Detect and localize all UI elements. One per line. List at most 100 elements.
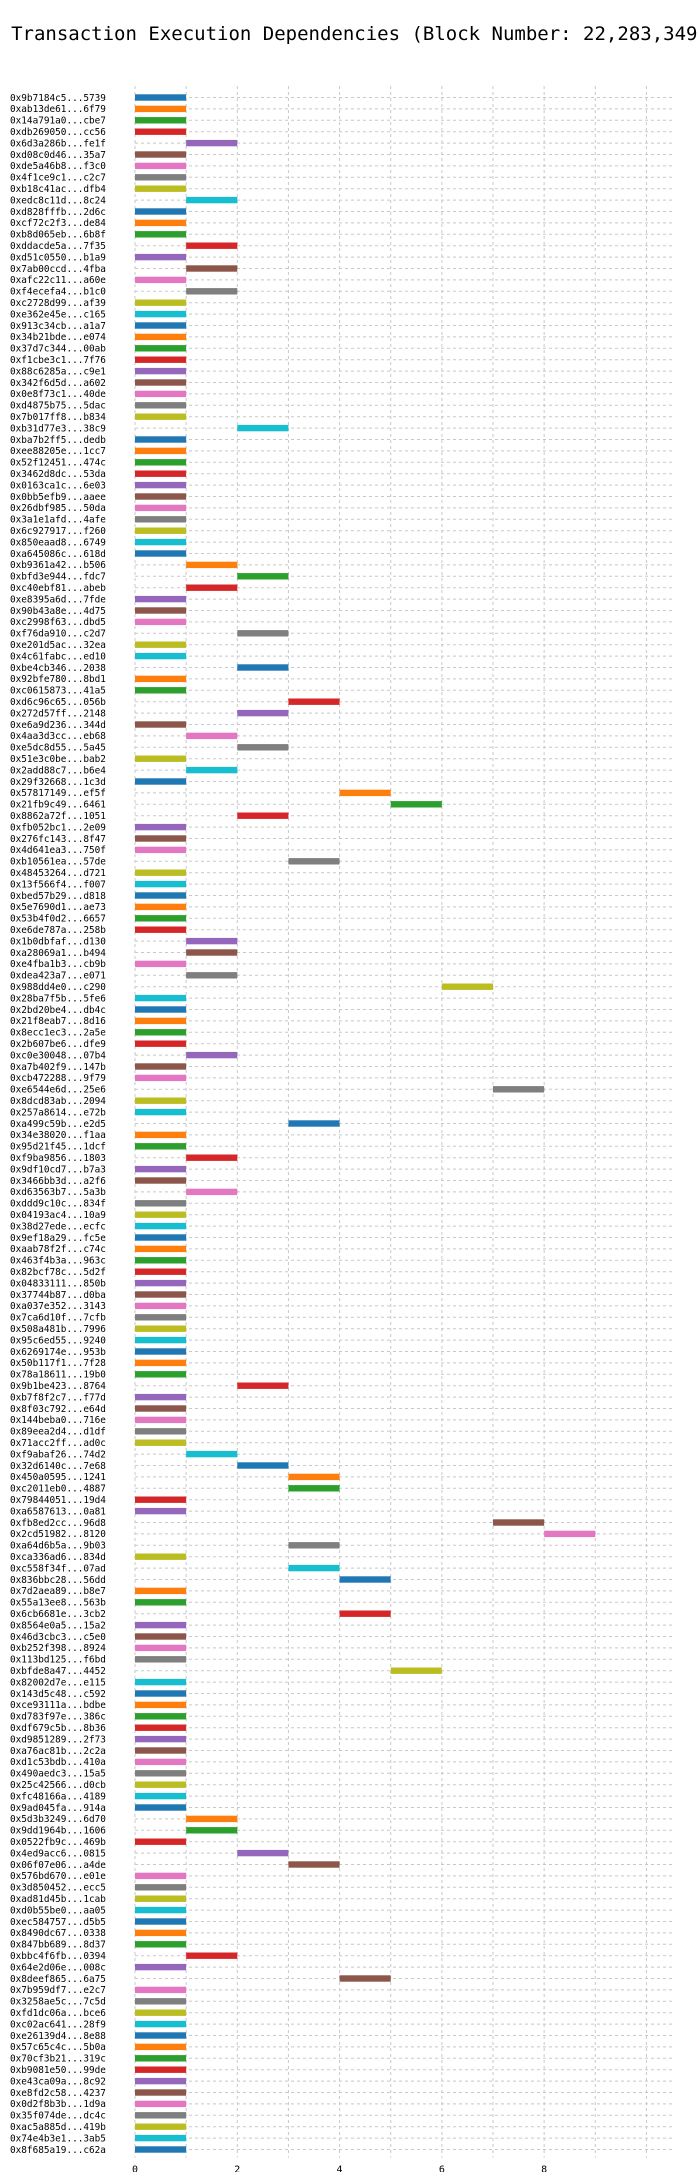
transaction-bar (135, 253, 187, 261)
y-tick-label: 0x0e8f73c1...40de (10, 389, 106, 400)
transaction-bar (135, 1735, 187, 1743)
transaction-bar (135, 436, 187, 443)
transaction-bar (135, 687, 187, 694)
transaction-bar (186, 242, 238, 249)
y-tick-label: 0x57817149...ef5f (10, 788, 106, 799)
y-tick-label: 0x342f6d5d...a602 (10, 378, 106, 389)
transaction-bar (135, 2055, 187, 2062)
y-tick-label: 0xee88205e...1cc7 (10, 446, 106, 457)
y-tick-label: 0xa499c59b...e2d5 (10, 1119, 106, 1130)
y-tick-label: 0xbfde8a47...4452 (10, 1666, 106, 1677)
y-tick-label: 0xedc8c11d...8c24 (10, 195, 106, 206)
y-tick-label: 0x46d3cbc3...c5e0 (10, 1632, 106, 1643)
y-tick-label: 0x3462d8dc...53da (10, 469, 106, 480)
transaction-bar (135, 322, 187, 329)
transaction-bar (135, 1713, 187, 1720)
y-tick-label: 0x32d6140c...7e68 (10, 1461, 106, 1472)
y-tick-label: 0x576bd670...e01e (10, 1871, 106, 1882)
y-tick-label: 0x144beba0...716e (10, 1415, 106, 1426)
transaction-bar (135, 1302, 187, 1310)
transaction-bar (135, 1804, 187, 1811)
y-tick-label: 0x8ecc1ec3...2a5e (10, 1028, 106, 1039)
y-tick-label: 0xbbc4f6fb...0394 (10, 1951, 106, 1962)
transaction-bar (186, 1154, 238, 1161)
transaction-bar (135, 1553, 187, 1560)
transaction-bar (186, 949, 238, 956)
transaction-bar (390, 1667, 442, 1674)
transaction-bar (135, 356, 187, 363)
transaction-bar (135, 1074, 187, 1082)
transaction-bar (237, 709, 289, 717)
y-tick-label: 0x7b017ff8...b834 (10, 412, 106, 423)
transaction-bar (135, 1017, 187, 1025)
y-tick-label: 0xcb472288...9f79 (10, 1073, 106, 1084)
y-tick-label: 0xa7b402f9...147b (10, 1062, 106, 1073)
y-tick-label: 0xba7b2ff5...dedb (10, 435, 106, 446)
transaction-bar (135, 1006, 187, 1013)
y-tick-label: 0x64e2d06e...008c (10, 1962, 106, 1973)
transaction-bar (135, 903, 187, 911)
y-tick-label: 0x04833111...850b (10, 1278, 106, 1289)
transaction-bar (135, 94, 187, 101)
y-tick-label: 0x9b7184c5...5739 (10, 93, 106, 104)
y-tick-label: 0x913c34cb...a1a7 (10, 321, 106, 332)
y-tick-label: 0x490aedc3...15a5 (10, 1769, 106, 1780)
transaction-bar (186, 584, 238, 591)
transaction-bar (135, 915, 187, 922)
transaction-bar (135, 1941, 187, 1948)
transaction-bar (237, 1462, 289, 1469)
y-tick-label: 0x57c65c4c...5b0a (10, 2042, 106, 2053)
y-tick-label: 0x53b4f0d2...6657 (10, 914, 106, 925)
transaction-bar (135, 219, 187, 227)
transaction-bar (135, 459, 187, 466)
y-tick-label: 0x850eaad8...6749 (10, 537, 106, 548)
transaction-bar (135, 1507, 187, 1515)
transaction-bar (135, 550, 187, 557)
transaction-bar (135, 1998, 187, 2005)
transaction-bar (135, 1336, 187, 1344)
y-tick-label: 0xb10561ea...57de (10, 857, 106, 868)
y-tick-label: 0x71acc2ff...ad0c (10, 1438, 106, 1449)
transaction-bar (186, 1952, 238, 1959)
transaction-bar (135, 1986, 187, 1994)
y-tick-label: 0x3258ae5c...7c5d (10, 1997, 106, 2008)
transaction-bar (135, 185, 187, 192)
transaction-bar (135, 641, 187, 648)
transaction-bar (186, 1815, 238, 1823)
y-tick-label: 0x04193ac4...10a9 (10, 1210, 106, 1221)
y-tick-label: 0x4f1ce9c1...c2c7 (10, 173, 106, 184)
transaction-bar (135, 1165, 187, 1173)
y-tick-label: 0xb252f398...8924 (10, 1643, 106, 1654)
y-tick-label: 0x2b607be6...dfe9 (10, 1039, 106, 1050)
y-tick-label: 0xbe4cb346...2038 (10, 663, 106, 674)
y-tick-label: 0x3466bb3d...a2f6 (10, 1176, 106, 1187)
y-tick-label: 0xc2728d99...af39 (10, 298, 106, 309)
transaction-bar (237, 630, 289, 637)
y-tick-label: 0x9dd1964b...1606 (10, 1826, 106, 1837)
transaction-bar (135, 504, 187, 512)
y-tick-label: 0x9b1be423...8764 (10, 1381, 106, 1392)
transaction-bar (135, 276, 187, 284)
transaction-bar (135, 1792, 187, 1800)
transaction-bar (135, 1245, 187, 1253)
y-tick-label: 0x6c927917...f260 (10, 526, 106, 537)
y-tick-label: 0x3d850452...ecc5 (10, 1883, 106, 1894)
y-tick-label: 0x8490dc67...0338 (10, 1928, 106, 1939)
transaction-bar (237, 1382, 289, 1389)
x-tick-labels: 0 2 4 6 8 (132, 2165, 547, 2172)
y-tick-label: 0x7ab00ccd...4fba (10, 264, 106, 275)
y-tick-label: 0x836bbc28...56dd (10, 1575, 106, 1586)
transaction-bar (135, 1234, 187, 1241)
y-tick-label: 0x2bd20be4...db4c (10, 1005, 106, 1016)
y-tick-label: 0x52f12451...474c (10, 458, 106, 469)
y-tick-label: 0x3a1e1afd...4afe (10, 515, 106, 526)
y-tick-label: 0x9df10cd7...b7a3 (10, 1164, 106, 1175)
transaction-bar (135, 117, 187, 124)
y-tick-label: 0xdb269050...cc56 (10, 127, 106, 138)
y-tick-label: 0xe4fba1b3...cb9b (10, 959, 106, 970)
y-tick-label: 0xce93111a...bdbe (10, 1700, 106, 1711)
y-tick-label: 0xc2011eb0...4887 (10, 1484, 106, 1495)
transaction-bar (135, 1690, 187, 1697)
transaction-bar (135, 652, 187, 660)
